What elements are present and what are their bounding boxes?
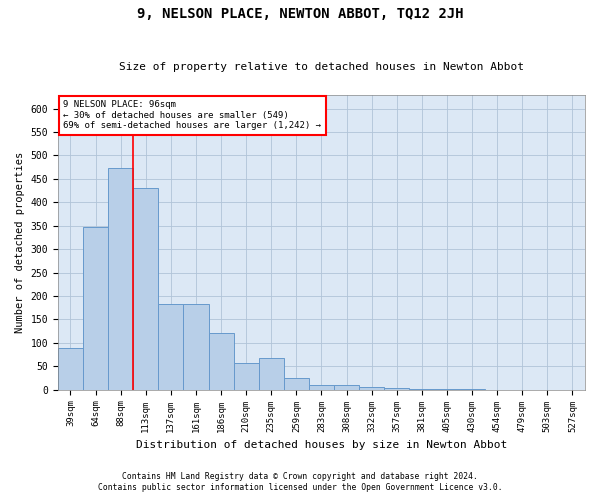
Text: 9 NELSON PLACE: 96sqm
← 30% of detached houses are smaller (549)
69% of semi-det: 9 NELSON PLACE: 96sqm ← 30% of detached … — [63, 100, 321, 130]
Text: 9, NELSON PLACE, NEWTON ABBOT, TQ12 2JH: 9, NELSON PLACE, NEWTON ABBOT, TQ12 2JH — [137, 8, 463, 22]
Bar — [409, 389, 434, 390]
Bar — [284, 378, 309, 390]
Bar — [58, 348, 83, 390]
Bar — [334, 385, 359, 390]
Bar — [83, 227, 108, 390]
Title: Size of property relative to detached houses in Newton Abbot: Size of property relative to detached ho… — [119, 62, 524, 72]
Bar — [359, 388, 384, 390]
Bar — [233, 362, 259, 390]
Bar — [384, 388, 409, 390]
Bar — [184, 304, 209, 390]
Bar — [460, 389, 485, 390]
Bar — [434, 389, 460, 390]
Text: Contains HM Land Registry data © Crown copyright and database right 2024.: Contains HM Land Registry data © Crown c… — [122, 472, 478, 481]
Bar — [108, 168, 133, 390]
X-axis label: Distribution of detached houses by size in Newton Abbot: Distribution of detached houses by size … — [136, 440, 507, 450]
Bar — [309, 385, 334, 390]
Bar — [158, 304, 184, 390]
Bar — [133, 188, 158, 390]
Bar — [259, 358, 284, 390]
Y-axis label: Number of detached properties: Number of detached properties — [15, 152, 25, 332]
Text: Contains public sector information licensed under the Open Government Licence v3: Contains public sector information licen… — [98, 484, 502, 492]
Bar — [209, 334, 233, 390]
